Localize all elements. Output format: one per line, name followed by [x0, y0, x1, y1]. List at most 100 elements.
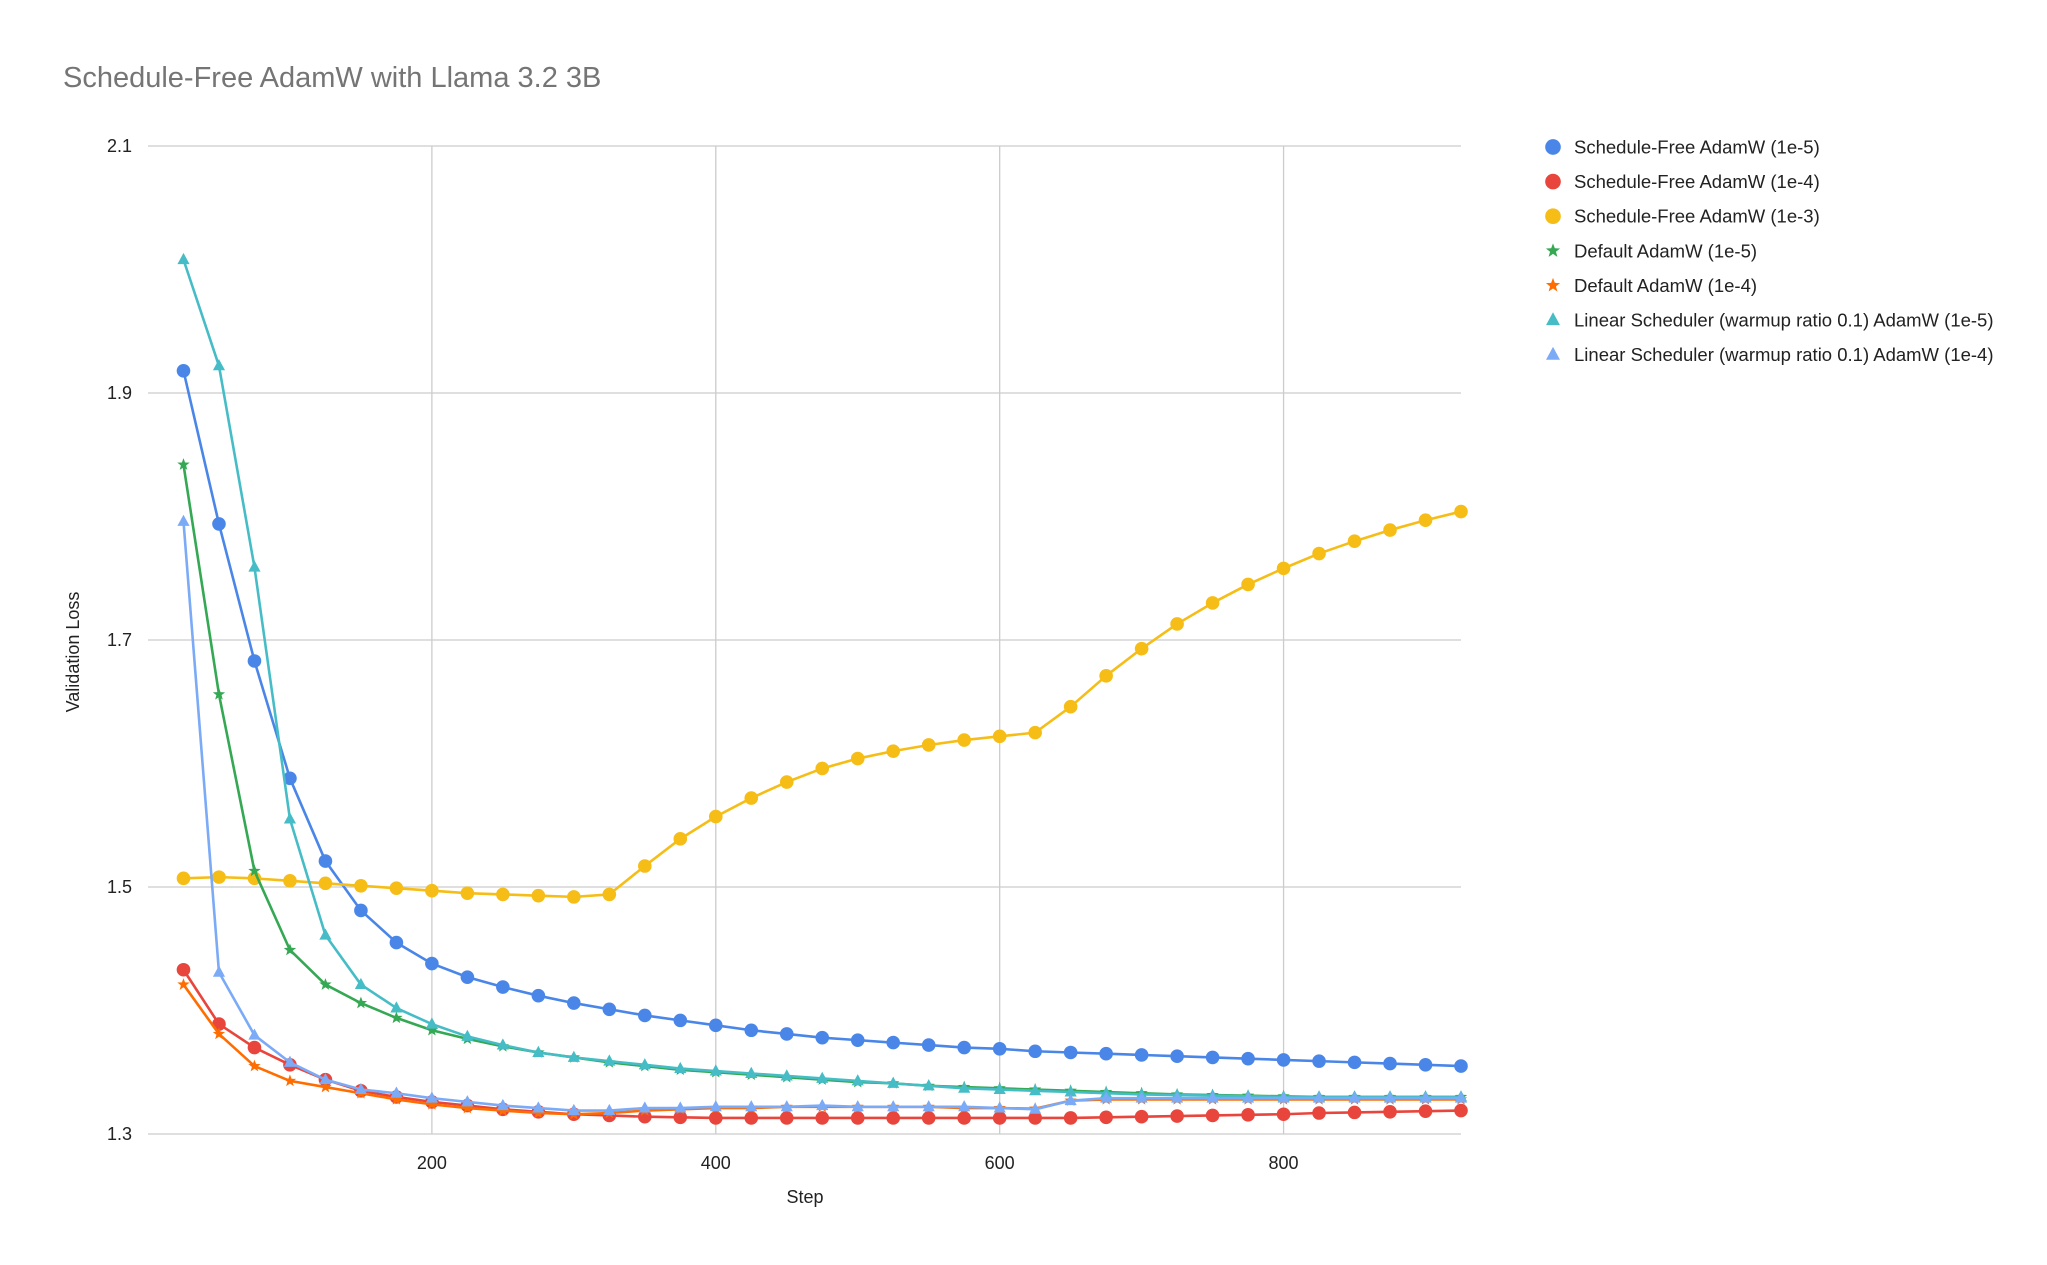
data-point — [567, 890, 581, 904]
data-point — [815, 761, 830, 776]
data-point — [248, 1028, 261, 1040]
data-point — [247, 654, 262, 668]
legend[interactable]: Schedule-Free AdamW (1e-5) Schedule-Free … — [1545, 137, 1994, 366]
data-point — [1064, 1093, 1077, 1106]
data-point — [354, 977, 367, 990]
data-point — [1028, 1044, 1042, 1059]
y-tick-label: 1.5 — [107, 877, 132, 897]
legend-item[interactable]: Linear Scheduler (warmup ratio 0.1) Adam… — [1546, 310, 1994, 331]
data-point — [318, 876, 333, 891]
data-point — [674, 1061, 687, 1074]
data-point — [744, 791, 759, 805]
data-point — [248, 864, 261, 877]
data-point — [319, 1080, 332, 1093]
data-point — [1241, 1051, 1255, 1066]
data-point — [744, 1023, 759, 1038]
data-point — [1312, 1091, 1326, 1103]
data-point — [780, 1069, 793, 1081]
data-point — [638, 1101, 651, 1113]
legend-label: Linear Scheduler (warmup ratio 0.1) Adam… — [1574, 310, 1994, 331]
data-point — [1100, 1091, 1113, 1103]
data-point — [1454, 1091, 1468, 1103]
data-point — [1134, 1109, 1149, 1124]
data-point — [460, 970, 475, 984]
data-point — [212, 870, 226, 884]
y-tick-label: 2.1 — [107, 136, 132, 156]
data-point — [603, 1054, 616, 1066]
legend-item[interactable]: Linear Scheduler (warmup ratio 0.1) Adam… — [1546, 344, 1994, 365]
legend-item[interactable]: Schedule-Free AdamW (1e-4) — [1545, 171, 1820, 192]
data-point — [1383, 1104, 1397, 1119]
data-point — [816, 1098, 829, 1111]
y-tick-label: 1.9 — [107, 383, 132, 403]
data-point — [745, 1100, 758, 1112]
legend-item[interactable]: Default AdamW (1e-5) — [1545, 240, 1757, 261]
legend-label: Schedule-Free AdamW (1e-3) — [1574, 206, 1820, 227]
data-point — [248, 1059, 261, 1072]
data-point — [531, 888, 546, 903]
legend-item[interactable]: Schedule-Free AdamW (1e-3) — [1545, 206, 1820, 227]
data-point — [425, 1017, 438, 1029]
data-point — [708, 1111, 723, 1125]
series-line — [182, 370, 1462, 1068]
data-point — [283, 1074, 297, 1087]
data-point — [638, 859, 652, 873]
series-6 — [177, 252, 1468, 1102]
data-point — [496, 1098, 509, 1111]
data-point — [816, 1071, 829, 1083]
data-point — [1205, 596, 1220, 610]
data-point — [1383, 1056, 1397, 1071]
data-point — [673, 832, 688, 846]
data-point — [992, 1111, 1007, 1125]
legend-marker — [1545, 277, 1561, 292]
data-point — [283, 771, 297, 786]
series-lines — [176, 252, 1468, 1125]
data-point — [708, 1018, 723, 1033]
data-point — [496, 887, 510, 902]
gridlines — [148, 145, 1461, 1135]
data-point — [1029, 1102, 1042, 1114]
data-point — [745, 1066, 758, 1078]
data-point — [1063, 1045, 1078, 1060]
legend-label: Linear Scheduler (warmup ratio 0.1) Adam… — [1574, 344, 1994, 365]
data-point — [1454, 1059, 1468, 1073]
data-point — [1348, 1091, 1361, 1103]
data-point — [1063, 1111, 1078, 1125]
data-point — [176, 962, 191, 977]
data-point — [921, 1111, 936, 1125]
data-point — [283, 874, 297, 888]
data-point — [177, 252, 190, 265]
data-point — [212, 1027, 226, 1040]
data-point — [496, 980, 510, 994]
data-point — [567, 1050, 580, 1062]
legend-item[interactable]: Default AdamW (1e-4) — [1545, 275, 1757, 296]
data-point — [319, 1072, 332, 1085]
data-point — [1241, 577, 1255, 592]
data-point — [319, 978, 332, 990]
data-point — [390, 1001, 403, 1013]
data-point — [1419, 1091, 1432, 1103]
series-line — [182, 259, 1461, 1099]
data-point — [1135, 1091, 1148, 1103]
x-tick-label: 400 — [701, 1153, 731, 1173]
legend-marker — [1545, 208, 1561, 225]
data-point — [1028, 725, 1042, 740]
legend-item[interactable]: Schedule-Free AdamW (1e-5) — [1545, 137, 1820, 158]
data-point — [992, 1041, 1007, 1056]
data-point — [318, 854, 333, 868]
data-point — [1064, 1085, 1077, 1097]
data-point — [531, 988, 546, 1003]
data-point — [1418, 513, 1433, 528]
data-point — [425, 1023, 439, 1036]
data-point — [1134, 641, 1149, 656]
data-point — [851, 1100, 864, 1112]
data-point — [850, 751, 865, 766]
data-point — [460, 886, 475, 900]
data-point — [1454, 1103, 1468, 1118]
series-line — [183, 510, 1462, 899]
data-point — [1276, 1053, 1291, 1067]
data-point — [389, 935, 404, 950]
data-point — [496, 1038, 509, 1050]
data-point — [212, 687, 226, 700]
series-line — [182, 521, 1461, 1112]
